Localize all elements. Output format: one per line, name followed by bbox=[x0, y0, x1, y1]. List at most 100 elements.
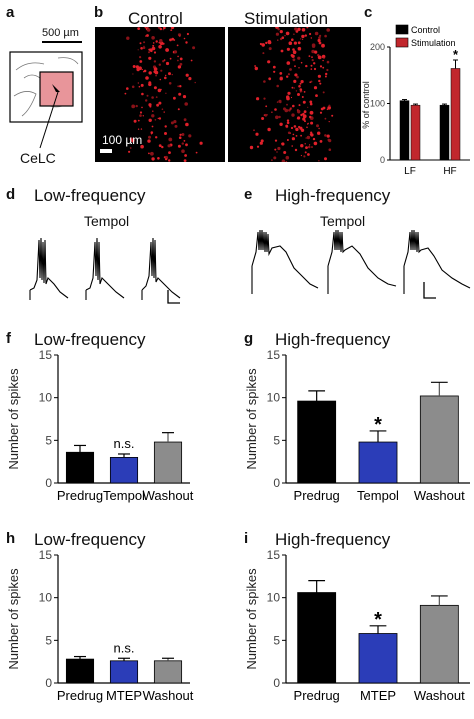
bar bbox=[65, 451, 95, 484]
significance-annotation: * bbox=[374, 414, 382, 436]
x-tick-label: MTEP bbox=[360, 688, 396, 703]
trace-low-1 bbox=[29, 237, 69, 300]
trace-scale-bar-d bbox=[167, 290, 180, 304]
x-tick-label: HF bbox=[443, 166, 456, 177]
trace-low-2 bbox=[85, 237, 125, 300]
bar bbox=[419, 604, 459, 684]
panel-h-label: h bbox=[6, 530, 16, 547]
panel-i-title: High-frequency bbox=[275, 530, 391, 549]
y-axis-label: Number of spikes bbox=[6, 368, 21, 470]
bar bbox=[410, 104, 421, 161]
legend-swatch bbox=[395, 37, 409, 48]
bar bbox=[419, 395, 459, 484]
x-tick-label: LF bbox=[404, 166, 416, 177]
y-tick-label: 0 bbox=[380, 155, 385, 165]
scale-bar-100 bbox=[100, 149, 112, 153]
y-axis-label: Number of spikes bbox=[244, 568, 259, 670]
y-tick-label: 5 bbox=[273, 633, 280, 647]
significance-annotation: n.s. bbox=[114, 436, 135, 451]
x-tick-label: Tempol bbox=[357, 488, 399, 503]
traces-high-frequency bbox=[251, 229, 471, 299]
y-tick-label: 0 bbox=[45, 476, 52, 490]
y-axis-label: Number of spikes bbox=[244, 368, 259, 470]
celc-label: CeLC bbox=[20, 150, 56, 166]
panel-e-title: High-frequency bbox=[275, 186, 391, 205]
traces-low-frequency bbox=[29, 237, 181, 304]
legend-label: Stimulation bbox=[411, 38, 456, 48]
arrow-icon bbox=[52, 84, 60, 92]
panel-i-label: i bbox=[244, 530, 249, 547]
chart-c: 0 100 200 % of control Control Stimulation LF H… bbox=[361, 24, 470, 177]
x-tick-label: Predrug bbox=[57, 488, 103, 503]
y-tick-label: 0 bbox=[45, 676, 52, 690]
x-tick-label: Washout bbox=[414, 488, 465, 503]
x-tick-label: Predrug bbox=[294, 688, 340, 703]
y-tick-label: 15 bbox=[39, 550, 53, 562]
y-tick-label: 10 bbox=[39, 591, 53, 605]
bar bbox=[439, 104, 450, 161]
bar bbox=[153, 660, 183, 684]
y-axis-label: % of control bbox=[361, 81, 371, 129]
bar bbox=[399, 100, 410, 161]
chart-h: 0 5 10 15 Number of spikes Predrug MTEP Washout… bbox=[6, 550, 194, 703]
trace-low-3 bbox=[141, 237, 181, 300]
panel-f-title: Low-frequency bbox=[34, 330, 146, 349]
significance-annotation: n.s. bbox=[114, 640, 135, 655]
chart-f: 0 5 10 15 Number of spikes Predrug TempolWasho… bbox=[6, 350, 194, 503]
y-axis-label: Number of spikes bbox=[6, 568, 21, 670]
x-tick-label: Washout bbox=[414, 688, 465, 703]
bar bbox=[358, 441, 398, 484]
y-tick-label: 5 bbox=[273, 433, 280, 447]
panel-c-label: c bbox=[364, 4, 373, 21]
y-tick-label: 10 bbox=[39, 391, 53, 405]
control-title: Control bbox=[128, 9, 183, 28]
bar bbox=[297, 592, 337, 684]
panel-g-title: High-frequency bbox=[275, 330, 391, 349]
legend-label: Control bbox=[411, 25, 440, 35]
chart-i: 0 5 10 15 Number of spikes Predrug MTEP Washout… bbox=[244, 550, 470, 703]
y-tick-label: 5 bbox=[45, 433, 52, 447]
brain-section-diagram bbox=[9, 41, 83, 149]
micrograph-stimulation bbox=[228, 27, 361, 162]
panel-a-scale-text: 500 µm bbox=[42, 27, 79, 39]
significance-annotation: * bbox=[374, 609, 382, 631]
x-tick-label: MTEP bbox=[106, 688, 142, 703]
bar bbox=[65, 658, 95, 684]
bar bbox=[450, 68, 461, 161]
panel-d-drug: Tempol bbox=[84, 213, 130, 229]
bar bbox=[153, 441, 183, 484]
y-tick-label: 0 bbox=[273, 676, 280, 690]
panel-a-label: a bbox=[6, 4, 15, 21]
stimulation-title: Stimulation bbox=[244, 9, 329, 28]
panel-e-drug: Tempol bbox=[320, 213, 366, 229]
y-tick-label: 15 bbox=[267, 350, 281, 362]
y-tick-label: 10 bbox=[267, 591, 281, 605]
trace-high-2 bbox=[327, 229, 397, 294]
bar bbox=[109, 457, 139, 484]
micrograph-control bbox=[95, 27, 225, 162]
significance-annotation: * bbox=[453, 47, 459, 62]
bar bbox=[358, 633, 398, 684]
anatomy-lines bbox=[13, 57, 79, 117]
x-tick-label: Tempol bbox=[103, 488, 145, 503]
chart-g: 0 5 10 15 Number of spikes Predrug Tempol Washo… bbox=[244, 350, 470, 503]
bar bbox=[297, 400, 337, 484]
y-tick-label: 10 bbox=[267, 391, 281, 405]
panel-f-label: f bbox=[6, 330, 11, 347]
trace-high-3 bbox=[403, 229, 471, 294]
bar bbox=[109, 660, 139, 684]
panel-d-title: Low-frequency bbox=[34, 186, 146, 205]
y-tick-label: 15 bbox=[39, 350, 53, 362]
panel-d-label: d bbox=[6, 186, 16, 203]
y-tick-label: 15 bbox=[267, 550, 281, 562]
y-tick-label: 200 bbox=[370, 42, 385, 52]
x-tick-label: Washout bbox=[143, 488, 194, 503]
panel-g-label: g bbox=[244, 330, 254, 347]
x-tick-label: Predrug bbox=[294, 488, 340, 503]
legend-swatch bbox=[395, 24, 409, 35]
y-tick-label: 5 bbox=[45, 633, 52, 647]
y-tick-label: 100 bbox=[370, 99, 385, 109]
micrograph-scale-text: 100 µm bbox=[102, 133, 143, 147]
trace-scale-bar-e bbox=[423, 282, 436, 299]
y-tick-label: 0 bbox=[273, 476, 280, 490]
